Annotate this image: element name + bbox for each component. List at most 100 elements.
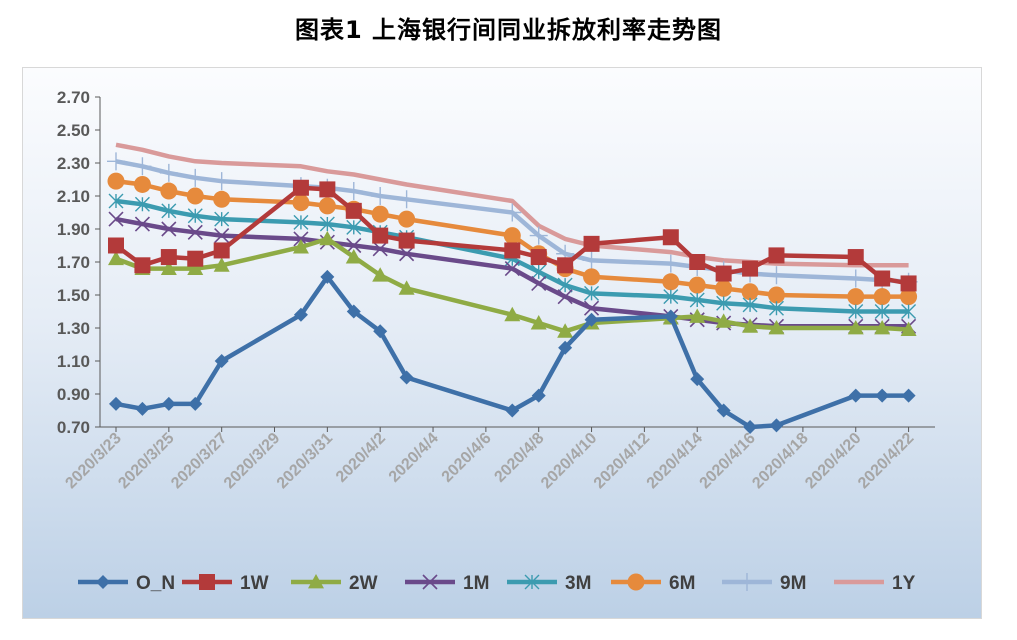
data-point (583, 235, 600, 252)
series-line (115, 274, 909, 430)
data-point (214, 354, 229, 368)
data-point (107, 172, 125, 190)
data-point (524, 574, 540, 590)
data-point (874, 270, 891, 287)
data-point (848, 304, 864, 319)
data-point (529, 226, 548, 245)
data-point (689, 292, 705, 308)
data-point (557, 289, 573, 305)
data-point (662, 273, 680, 291)
legend-item-1m: 1M (405, 573, 489, 594)
x-tick-label: 2020/4/2 (333, 430, 389, 486)
data-point (213, 257, 230, 272)
data-point (346, 237, 362, 254)
data-point (320, 269, 335, 284)
data-point (847, 320, 864, 335)
data-point (689, 308, 706, 323)
data-point (160, 260, 177, 275)
data-point (583, 268, 601, 286)
legend-label: 6M (669, 573, 695, 594)
data-point (372, 241, 388, 257)
data-point (398, 280, 415, 295)
data-point (846, 269, 865, 288)
legend: O_N 1W 2W 1M 3M 6M 9M 1Y (78, 573, 916, 594)
axes: 2.70 2.50 2.30 2.10 1.90 1.70 1.50 1.30 1.10 0.90… (57, 88, 935, 492)
data-point (345, 249, 362, 264)
data-point (715, 265, 732, 282)
series-line (115, 198, 909, 314)
data-point (292, 179, 309, 196)
data-point (399, 246, 415, 262)
data-point (873, 288, 891, 306)
x-tick-label: 2020/3/25 (115, 430, 177, 492)
data-point (716, 295, 732, 311)
series-1w (108, 179, 917, 292)
data-point (107, 152, 125, 171)
data-point (133, 157, 152, 176)
data-point (318, 197, 336, 215)
data-point (768, 247, 785, 264)
y-tick-label: 1.50 (57, 286, 90, 305)
legend-label: 1Y (892, 573, 916, 594)
y-tick-label: 2.30 (57, 154, 90, 173)
chart-title: 图表1 上海银行间同业拆放利率走势图 (294, 16, 723, 44)
data-point (161, 203, 177, 219)
data-point (292, 239, 309, 254)
data-point (344, 182, 363, 201)
data-point (505, 403, 520, 418)
y-tick-label: 1.10 (57, 352, 90, 371)
y-tick-label: 0.90 (57, 385, 90, 404)
x-tick-label: 2020/3/23 (62, 430, 124, 492)
data-point (346, 219, 362, 235)
data-point (767, 266, 786, 285)
x-tick-label: 2020/4/10 (538, 430, 600, 492)
data-point (847, 288, 865, 306)
data-point (134, 196, 150, 212)
legend-item-6m: 6M (611, 573, 695, 594)
y-tick-label: 2.10 (57, 187, 90, 206)
data-point (661, 254, 680, 273)
data-point (134, 257, 151, 274)
data-point (663, 309, 678, 324)
data-point (504, 261, 520, 277)
data-point (187, 224, 203, 240)
data-point (741, 283, 759, 301)
data-point (738, 573, 756, 591)
y-tick-label: 2.70 (57, 88, 90, 107)
y-tick-label: 1.90 (57, 220, 90, 239)
data-point (108, 250, 124, 266)
y-tick-label: 0.70 (57, 418, 90, 437)
data-point (663, 289, 679, 305)
data-point (108, 193, 124, 209)
legend-label: 9M (780, 573, 806, 594)
data-point (503, 203, 522, 222)
x-tick-label: 2020/3/31 (274, 430, 336, 492)
data-point (557, 323, 574, 338)
data-point (715, 313, 732, 328)
series-line (115, 236, 909, 334)
data-point (398, 232, 415, 249)
data-point (874, 304, 890, 319)
data-point (743, 420, 758, 434)
data-point (134, 216, 150, 232)
data-point (187, 250, 204, 267)
data-point (319, 216, 335, 232)
data-point (531, 388, 546, 403)
data-point (293, 214, 309, 230)
series-6m (107, 172, 918, 306)
data-point (715, 279, 733, 297)
data-point (627, 573, 645, 591)
data-point (160, 249, 177, 266)
y-tick-label: 2.50 (57, 121, 90, 140)
data-point (187, 260, 204, 275)
series-line (115, 178, 909, 299)
data-point (690, 372, 705, 387)
data-point (557, 257, 574, 274)
data-point (108, 211, 124, 227)
data-point (531, 275, 547, 292)
legend-label: 3M (565, 573, 591, 594)
data-point (293, 307, 308, 322)
x-tick-label: 2020/4/4 (386, 430, 442, 486)
data-point (584, 312, 599, 327)
